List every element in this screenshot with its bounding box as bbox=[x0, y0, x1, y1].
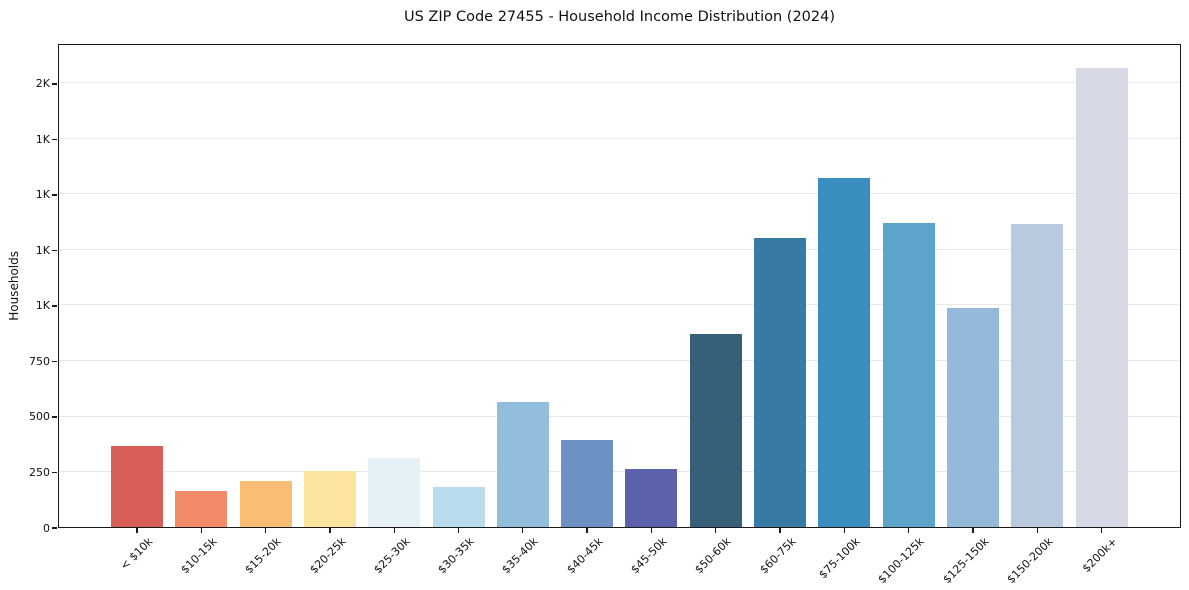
x-tick-mark bbox=[457, 528, 460, 533]
x-tick-mark bbox=[522, 528, 524, 533]
x-tick-mark bbox=[393, 528, 395, 533]
x-tick-mark bbox=[650, 528, 653, 533]
x-tick-mark bbox=[1036, 528, 1038, 533]
y-tick-mark bbox=[52, 305, 57, 307]
x-tick-label: $20-25k bbox=[306, 535, 349, 577]
bar-20-25k bbox=[303, 471, 356, 527]
gridline bbox=[59, 304, 1180, 306]
x-tick-mark bbox=[136, 528, 138, 533]
bar-35-40k bbox=[496, 402, 549, 527]
bar-100-125k bbox=[882, 223, 935, 527]
x-tick-mark bbox=[715, 528, 717, 533]
x-tick-label: $15-20k bbox=[242, 535, 284, 577]
y-axis-label-wrap: Households bbox=[4, 44, 24, 528]
y-tick-mark bbox=[52, 471, 57, 474]
x-tick-mark bbox=[200, 528, 202, 533]
y-tick-label: 250 bbox=[29, 465, 50, 479]
gridline bbox=[59, 471, 1180, 472]
x-tick-mark bbox=[907, 528, 910, 533]
bar-125-150k bbox=[946, 308, 999, 527]
chart-title: US ZIP Code 27455 - Household Income Dis… bbox=[403, 9, 836, 25]
y-tick-mark bbox=[52, 194, 57, 196]
bar-60-75k bbox=[754, 238, 806, 527]
x-tick-label: $125-150k bbox=[939, 535, 992, 587]
bar-75-100k bbox=[818, 178, 871, 527]
gridline bbox=[59, 137, 1180, 139]
gridline bbox=[59, 360, 1180, 361]
bar-50-60k bbox=[689, 334, 742, 527]
x-tick-mark bbox=[779, 528, 781, 533]
x-tick-label: $40-45k bbox=[564, 535, 606, 577]
y-tick-mark bbox=[52, 138, 57, 141]
x-tick-label: $60-75k bbox=[756, 535, 799, 577]
x-tick-label: $150-200k bbox=[1004, 535, 1056, 587]
x-tick-label: $25-30k bbox=[371, 535, 413, 577]
x-tick-label: < $10k bbox=[117, 535, 156, 573]
gridline bbox=[59, 193, 1180, 195]
gridline bbox=[59, 248, 1180, 250]
x-tick-mark bbox=[972, 528, 974, 533]
y-tick-label: 2K bbox=[35, 77, 50, 91]
plot-area bbox=[58, 44, 1181, 528]
bar-200k bbox=[1075, 67, 1128, 527]
y-tick-label: 500 bbox=[29, 410, 50, 424]
bar-40-45k bbox=[561, 440, 614, 527]
x-tick-label: $45-50k bbox=[628, 535, 670, 577]
y-tick-mark bbox=[52, 416, 57, 418]
gridline bbox=[59, 82, 1180, 84]
x-tick-label: $50-60k bbox=[692, 535, 734, 577]
x-tick-label: $10-15k bbox=[178, 535, 220, 577]
bar-30-35k bbox=[432, 486, 485, 527]
x-tick-label: $30-35k bbox=[435, 535, 477, 577]
y-tick-mark bbox=[52, 83, 57, 85]
bar-15-20k bbox=[239, 480, 292, 527]
gridline bbox=[59, 415, 1180, 417]
y-tick-label: 1K bbox=[35, 243, 50, 257]
y-tick-label: 1K bbox=[35, 132, 50, 146]
x-tick-mark bbox=[843, 528, 845, 533]
bar-45-50k bbox=[625, 468, 678, 527]
x-tick-mark bbox=[329, 528, 331, 533]
x-tick-mark bbox=[1100, 528, 1103, 533]
y-tick-label: 1K bbox=[35, 188, 50, 202]
x-tick-label: $75-100k bbox=[816, 535, 863, 582]
x-tick-label: $100-125k bbox=[875, 535, 927, 587]
y-tick-label: 0 bbox=[43, 521, 50, 535]
x-tick-mark bbox=[586, 528, 588, 533]
bar-10-15k bbox=[175, 491, 228, 527]
x-tick-label: $35-40k bbox=[499, 535, 541, 577]
x-tick-label: $200k+ bbox=[1079, 535, 1120, 576]
y-tick-label: 1K bbox=[35, 299, 50, 313]
bar-25-30k bbox=[368, 458, 421, 527]
y-tick-mark bbox=[52, 249, 57, 252]
y-tick-mark bbox=[52, 527, 57, 529]
bar-10k bbox=[111, 445, 163, 527]
y-tick-label: 750 bbox=[29, 354, 50, 368]
y-tick-mark bbox=[52, 360, 57, 363]
bar-150-200k bbox=[1011, 223, 1064, 527]
x-tick-mark bbox=[264, 528, 267, 533]
